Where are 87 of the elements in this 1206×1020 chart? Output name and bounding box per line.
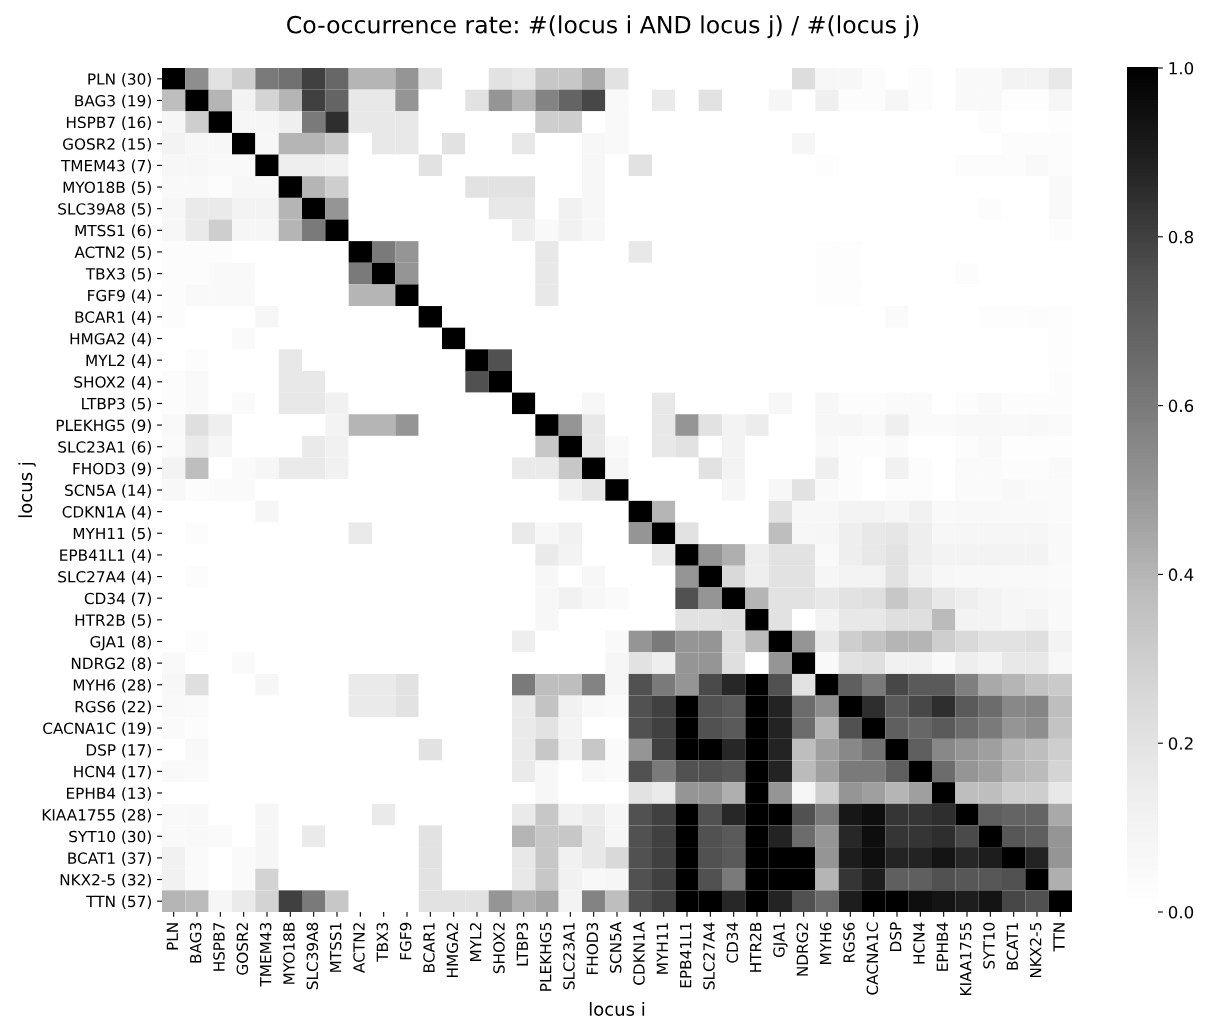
x-tick-label: EPHB4 bbox=[936, 922, 948, 971]
x-tick-label: SLC23A1 bbox=[563, 923, 575, 990]
x-tick-label: BAG3 bbox=[189, 922, 202, 963]
y-tick-label: MYH6 (28) bbox=[73, 678, 151, 693]
y-tick-label: PLN (30) bbox=[88, 73, 151, 87]
y-tick-label: BCAR1 (4) bbox=[75, 311, 151, 325]
x-tick-label: KIAA1755 bbox=[960, 923, 972, 995]
y-tick-label: KIAA1755 (28) bbox=[42, 808, 151, 823]
y-tick-label: SLC23A1 (6) bbox=[58, 440, 151, 455]
y-tick-label: HCN4 (17) bbox=[74, 765, 151, 780]
x-tick-label: HMGA2 bbox=[446, 923, 459, 977]
x-tick-label: CACNA1C bbox=[866, 922, 879, 995]
chart-title: Co-occurrence rate: #(locus i AND locus j) / #(locus j) bbox=[287, 15, 919, 39]
y-tick-label: HMGA2 (4) bbox=[70, 332, 151, 347]
x-tick-label: PLEKHG5 bbox=[539, 923, 552, 991]
y-tick-label: EPB41L1 (4) bbox=[60, 549, 151, 563]
y-tick-label: DSP (17) bbox=[86, 743, 151, 758]
x-tick-label: MYH6 bbox=[819, 922, 832, 964]
y-tick-label: BCAT1 (37) bbox=[68, 852, 151, 866]
x-axis-title: locus i bbox=[589, 1002, 645, 1016]
x-tick-label: NDRG2 bbox=[796, 923, 809, 976]
x-tick-label: BCAR1 bbox=[423, 923, 435, 972]
x-tick-label: MTSS1 bbox=[329, 923, 342, 972]
color-bar-label: 0.4 bbox=[1168, 568, 1194, 581]
y-tick-label: SLC39A8 (5) bbox=[58, 202, 151, 217]
y-tick-label: FHOD3 (9) bbox=[73, 462, 151, 477]
x-tick-label: MYL2 bbox=[469, 923, 482, 961]
color-bar-label: 0.6 bbox=[1168, 399, 1194, 413]
x-tick-label: TMEM43 bbox=[259, 922, 272, 987]
y-tick-label: NKX2-5 (32) bbox=[60, 873, 151, 888]
y-tick-label: GJA1 (8) bbox=[90, 635, 151, 651]
x-tick-label: SLC27A4 bbox=[703, 922, 715, 990]
y-tick-label: CD34 (7) bbox=[84, 592, 151, 607]
x-tick-label: SYT10 bbox=[983, 922, 995, 969]
x-tick-label: SCN5A bbox=[609, 921, 622, 973]
x-tick-label: RGS6 bbox=[843, 922, 855, 963]
y-tick-label: TMEM43 (7) bbox=[60, 159, 151, 174]
y-tick-label: LTBP3 (5) bbox=[82, 397, 151, 412]
color-bar-label: 0.0 bbox=[1168, 905, 1194, 919]
y-axis-title: locus j bbox=[18, 462, 36, 518]
y-tick-label: CACNA1C (19) bbox=[43, 722, 151, 736]
x-tick-label: TBX3 bbox=[376, 922, 389, 962]
y-tick-label: PLEKHG5 (9) bbox=[56, 419, 151, 433]
x-tick-label: MYH11 bbox=[656, 923, 668, 974]
x-tick-label: LTBP3 bbox=[516, 922, 529, 966]
x-tick-label: GOSR2 bbox=[236, 923, 249, 975]
y-tick-label: HTR2B (5) bbox=[75, 614, 151, 628]
color-bar-label: 0.2 bbox=[1168, 737, 1193, 750]
y-tick-label: NDRG2 (8) bbox=[71, 657, 151, 671]
x-tick-label: ACTN2 bbox=[353, 923, 365, 973]
x-tick-label: NKX2-5 bbox=[1029, 923, 1042, 978]
x-tick-label: GJA1 bbox=[773, 923, 788, 958]
color-bar-label: 1.0 bbox=[1169, 61, 1194, 75]
y-tick-label: HSPB7 (16) bbox=[66, 116, 151, 130]
y-tick-label: FGF9 (4) bbox=[88, 289, 151, 304]
x-tick-label: DSP bbox=[889, 922, 902, 951]
x-tick-label: MYO18B bbox=[283, 922, 295, 984]
x-tick-label: FHOD3 bbox=[586, 922, 599, 975]
y-tick-label: SCN5A (14) bbox=[65, 484, 151, 498]
x-tick-label: TTN bbox=[1053, 923, 1065, 952]
y-tick-label: TBX3 (5) bbox=[85, 267, 151, 282]
y-tick-label: CDKN1A (4) bbox=[62, 505, 151, 520]
x-tick-label: SHOX2 bbox=[493, 923, 505, 974]
x-tick-label: CDKN1A bbox=[633, 921, 645, 985]
x-tick-label: BCAT1 bbox=[1006, 923, 1019, 970]
y-tick-label: MYL2 (4) bbox=[86, 354, 151, 368]
y-tick-label: MYO18B (5) bbox=[63, 181, 151, 195]
y-tick-label: MTSS1 (6) bbox=[75, 224, 151, 239]
x-tick-label: PLN bbox=[166, 923, 178, 950]
x-tick-label: HCN4 bbox=[913, 922, 925, 964]
y-tick-label: SHOX2 (4) bbox=[74, 376, 151, 390]
x-tick-label: EPB41L1 bbox=[680, 923, 692, 988]
y-tick-label: ACTN2 (5) bbox=[74, 246, 151, 260]
y-tick-label: BAG3 (19) bbox=[75, 94, 151, 109]
x-tick-label: SLC39A8 bbox=[306, 922, 319, 990]
y-tick-label: MYH11 (5) bbox=[73, 527, 151, 542]
y-tick-label: SLC27A4 (4) bbox=[58, 570, 151, 585]
y-tick-label: RGS6 (22) bbox=[75, 700, 151, 715]
y-tick-label: GOSR2 (15) bbox=[63, 137, 151, 152]
y-tick-label: EPHB4 (13) bbox=[67, 787, 151, 801]
x-tick-label: FGF9 bbox=[399, 922, 412, 960]
y-tick-label: TTN (57) bbox=[86, 895, 151, 909]
x-tick-label: HTR2B bbox=[749, 922, 762, 972]
x-tick-label: HSPB7 bbox=[213, 923, 225, 971]
color-bar-label: 0.8 bbox=[1168, 230, 1194, 244]
x-tick-label: CD34 bbox=[726, 922, 739, 963]
y-tick-label: SYT10 (30) bbox=[69, 830, 151, 845]
